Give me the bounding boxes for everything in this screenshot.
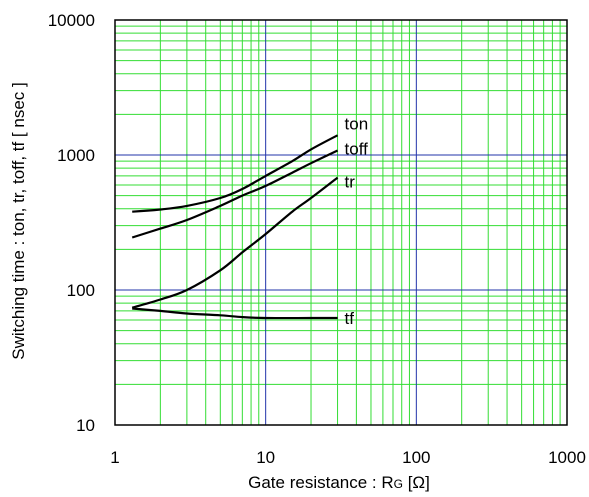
x-tick-label: 1000 — [548, 448, 586, 467]
x-axis-title-main: Gate resistance : R — [248, 473, 394, 492]
series-label-tr: tr — [345, 173, 356, 192]
series-line-tf — [132, 307, 338, 320]
x-axis-title: Gate resistance : RG [Ω] — [248, 473, 430, 492]
x-tick-label: 100 — [402, 448, 430, 467]
series-label-toff: toff — [345, 139, 369, 158]
y-tick-label: 100 — [67, 281, 95, 300]
x-tick-labels: 1 10 100 1000 — [110, 448, 586, 467]
x-tick-label: 10 — [256, 448, 275, 467]
series-curves — [131, 134, 339, 320]
y-tick-labels: 10 100 1000 10000 — [48, 11, 95, 435]
y-tick-label: 10000 — [48, 11, 95, 30]
x-axis-title-subscript: G — [394, 477, 403, 491]
series-line-tr — [131, 176, 339, 309]
y-tick-label: 10 — [76, 416, 95, 435]
series-labels: ton toff tr tf — [345, 114, 369, 328]
series-label-tf: tf — [345, 309, 355, 328]
plot-frame — [114, 19, 568, 426]
series-label-ton: ton — [345, 114, 369, 133]
x-axis-title-unit: [Ω] — [403, 473, 430, 492]
y-axis-title: Switching time : ton, tr, toff, tf [ nse… — [9, 82, 28, 359]
y-tick-label: 1000 — [57, 146, 95, 165]
x-tick-label: 1 — [110, 448, 119, 467]
minor-grid — [115, 20, 567, 425]
series-line-toff — [131, 149, 339, 239]
series-line-ton — [132, 134, 339, 213]
